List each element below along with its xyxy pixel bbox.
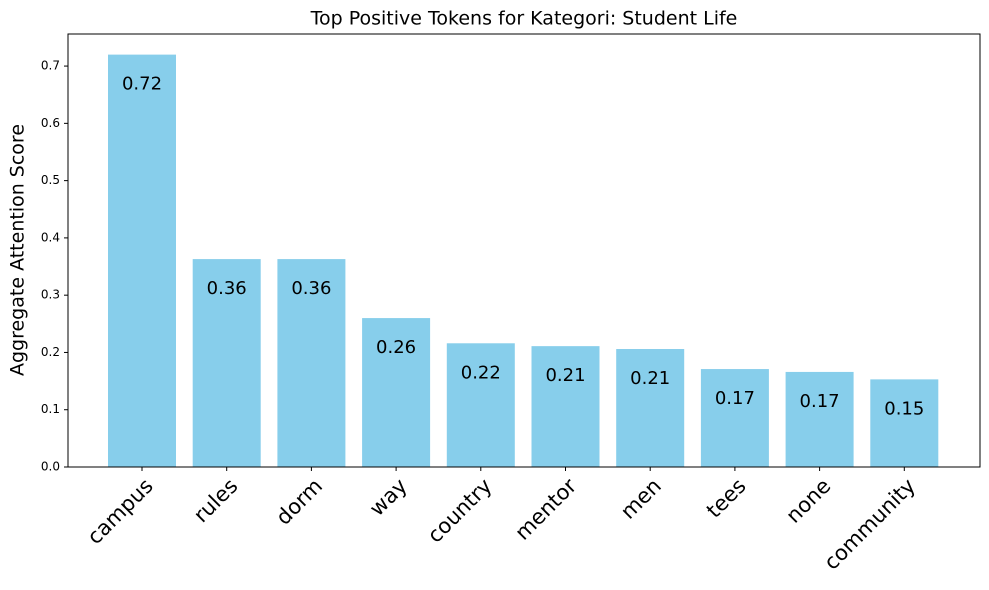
y-tick-label: 0.4 [41,230,60,244]
bar [870,379,939,467]
bar [362,318,431,467]
bar [785,371,854,467]
y-tick-label: 0.3 [41,288,60,302]
y-tick-label: 0.5 [41,173,60,187]
value-label: 0.26 [376,337,416,358]
y-axis-label: Aggregate Attention Score [7,124,29,376]
y-tick-label: 0.2 [41,345,60,359]
value-label: 0.15 [884,398,924,419]
plot-frame [67,33,981,468]
bar [531,346,600,467]
value-label: 0.17 [715,388,755,409]
value-label: 0.21 [630,368,670,389]
bar [277,259,346,467]
bar [192,259,261,467]
bar [108,54,176,467]
bar [446,343,515,467]
value-label: 0.72 [122,74,162,95]
value-label: 0.21 [545,365,585,386]
bar [616,349,685,467]
value-label: 0.36 [207,278,247,299]
chart-title: Top Positive Tokens for Kategori: Studen… [310,8,738,30]
y-tick-label: 0.6 [41,116,60,130]
y-tick-label: 0.0 [41,460,60,474]
value-label: 0.22 [461,362,501,383]
y-tick-label: 0.7 [41,59,60,73]
value-label: 0.17 [800,391,840,412]
y-tick-label: 0.1 [41,402,60,416]
value-label: 0.36 [291,278,331,299]
bar [700,369,769,467]
